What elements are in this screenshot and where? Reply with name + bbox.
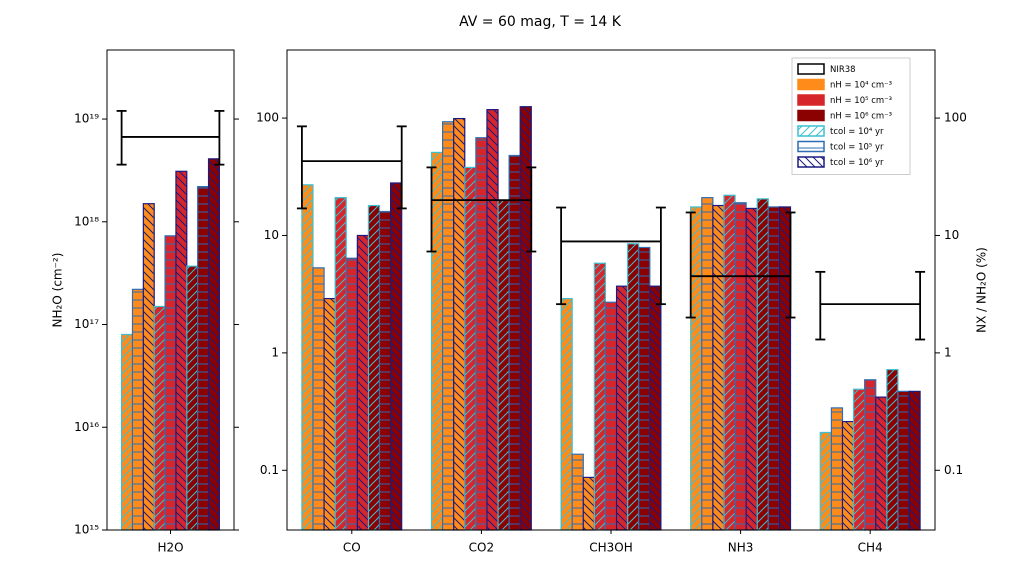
bar	[367, 204, 381, 531]
bar	[121, 333, 134, 531]
y-axis-label: NH₂O (cm⁻²)	[51, 253, 65, 328]
y-tick-label: 10¹⁷	[74, 317, 99, 331]
bar	[164, 235, 177, 531]
x-tick-label: NH3	[728, 541, 754, 555]
bar	[153, 305, 166, 531]
bar	[186, 265, 199, 531]
bar	[301, 184, 314, 531]
bar	[142, 203, 155, 531]
y-tick-label: 10¹⁸	[74, 214, 99, 228]
bar	[897, 390, 910, 531]
bar	[690, 206, 703, 531]
y-tick-label: 10¹⁹	[74, 112, 99, 126]
bar	[560, 297, 573, 531]
bar	[841, 420, 855, 531]
bar	[464, 166, 477, 531]
bar	[334, 197, 347, 531]
bar	[390, 182, 403, 531]
bar	[723, 194, 736, 531]
y-tick-label: 1	[271, 345, 279, 359]
x-tick-label: CO	[343, 541, 361, 555]
bar	[519, 106, 532, 531]
bar	[508, 154, 521, 531]
bar	[767, 206, 781, 531]
legend-swatch	[797, 125, 825, 137]
legend-label: nH = 10⁵ cm⁻³	[830, 96, 892, 106]
y-tick-label: 10	[264, 228, 279, 242]
bar	[638, 246, 651, 531]
y-tick-label: 0.1	[260, 463, 279, 477]
legend-swatch	[797, 109, 825, 122]
axes-frame	[106, 49, 235, 531]
bar	[582, 476, 595, 531]
legend-swatch	[797, 63, 825, 75]
bar	[852, 388, 866, 531]
legend-label: nH = 10⁴ cm⁻³	[830, 81, 892, 91]
legend-swatch	[797, 94, 825, 106]
bar	[323, 297, 336, 531]
y2-axis-label: NX / NH₂O (%)	[975, 247, 989, 333]
legend-swatch	[797, 78, 825, 91]
bar	[430, 151, 444, 531]
x-tick-label: H2O	[157, 541, 183, 555]
bar	[604, 301, 618, 531]
bar	[497, 199, 510, 531]
legend-label: nH = 10⁶ cm⁻³	[830, 112, 892, 122]
chart-title: AV = 60 mag, T = 14 K	[459, 14, 622, 30]
x-tick-label: CH3OH	[589, 541, 633, 555]
y-tick-label: 10¹⁵	[74, 523, 99, 537]
bar	[756, 198, 769, 531]
y2-tick-label: 10	[944, 228, 959, 242]
bar	[312, 267, 325, 531]
bar	[712, 204, 725, 531]
bar	[649, 285, 662, 531]
bar	[778, 206, 792, 531]
bar	[593, 262, 607, 531]
y-tick-label: 10¹⁶	[74, 420, 99, 434]
y2-tick-label: 0.1	[944, 463, 963, 477]
bar	[734, 202, 747, 531]
legend-label: tcol = 10⁶ yr	[830, 158, 884, 168]
bar	[875, 396, 888, 531]
axes-frame	[286, 49, 936, 531]
bar	[453, 117, 466, 531]
bar	[441, 121, 455, 531]
bar	[131, 288, 144, 531]
bar	[615, 285, 629, 531]
bar	[886, 369, 899, 531]
bar	[819, 431, 832, 531]
bar	[830, 407, 844, 531]
bar	[745, 207, 758, 531]
legend-swatch	[797, 156, 825, 168]
bar	[701, 197, 714, 531]
legend-swatch	[797, 140, 825, 153]
y-tick-label: 100	[256, 111, 279, 125]
bar	[356, 234, 370, 531]
y2-tick-label: 1	[944, 345, 952, 359]
bar	[908, 390, 921, 531]
bar	[571, 453, 584, 531]
legend-label: NIR38	[830, 65, 856, 75]
bar	[207, 158, 220, 531]
bar	[627, 243, 640, 531]
legend-label: tcol = 10⁴ yr	[830, 127, 884, 137]
legend-label: tcol = 10⁵ yr	[830, 143, 884, 153]
bar	[175, 170, 188, 531]
bar	[197, 186, 210, 531]
bar	[864, 379, 877, 531]
bar	[475, 137, 488, 531]
x-tick-label: CH4	[858, 541, 883, 555]
x-tick-label: CO2	[469, 541, 494, 555]
bar	[486, 109, 499, 531]
y2-tick-label: 100	[944, 111, 967, 125]
bar	[345, 257, 358, 531]
bar	[378, 210, 392, 531]
